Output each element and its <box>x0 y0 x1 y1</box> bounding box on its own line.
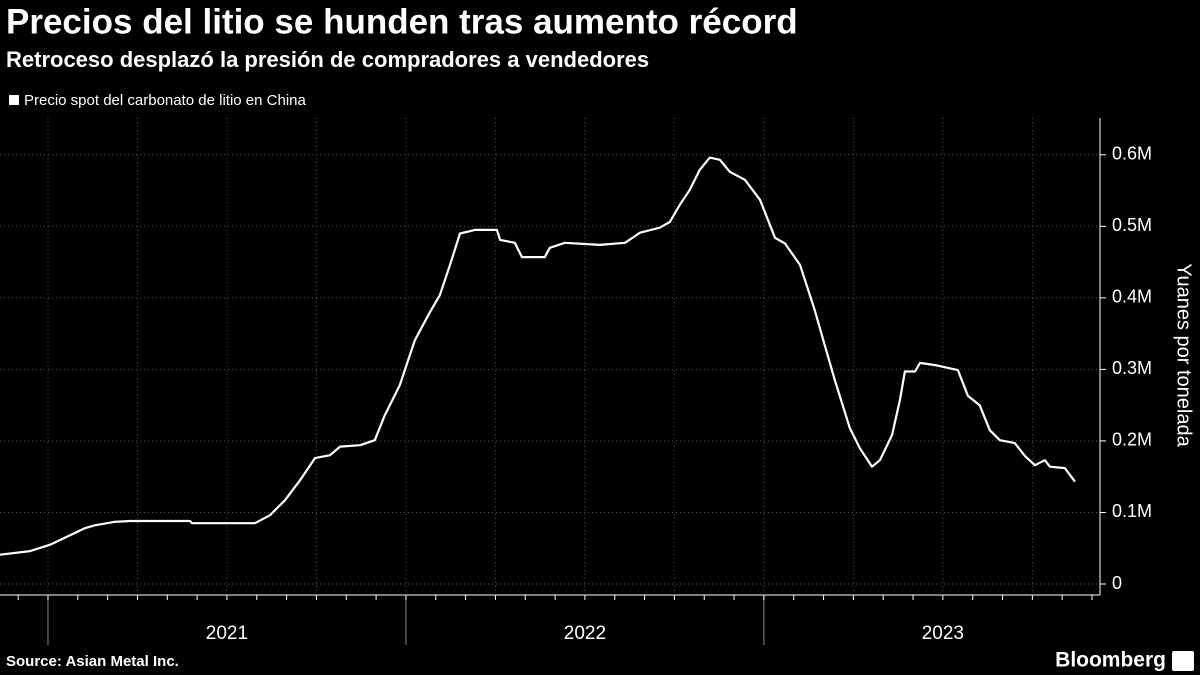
y-tick-label: 0 <box>1112 573 1122 593</box>
y-tick-label: 0.2M <box>1112 430 1152 450</box>
line-series <box>0 156 1076 556</box>
x-tick-label: 2021 <box>206 623 248 644</box>
y-tick-label: 0.1M <box>1112 501 1152 521</box>
y-tick-label: 0.4M <box>1112 287 1152 307</box>
source: Source: Asian Metal Inc. <box>6 653 179 670</box>
chart-subtitle: Retroceso desplazó la presión de comprad… <box>6 47 649 72</box>
y-axis-label: Yuanes por tonelada <box>1173 263 1195 447</box>
legend-swatch <box>9 95 19 105</box>
x-tick-label: 2022 <box>564 623 606 644</box>
brand: Bloomberg <box>1055 649 1166 672</box>
x-tick-label: 2023 <box>922 623 964 644</box>
chart-title: Precios del litio se hunden tras aumento… <box>6 2 798 41</box>
y-tick-label: 0.6M <box>1112 144 1152 164</box>
brand-icon <box>1172 651 1194 671</box>
legend-label: Precio spot del carbonato de litio en Ch… <box>24 92 307 109</box>
y-tick-label: 0.5M <box>1112 215 1152 235</box>
y-tick-label: 0.3M <box>1112 358 1152 378</box>
